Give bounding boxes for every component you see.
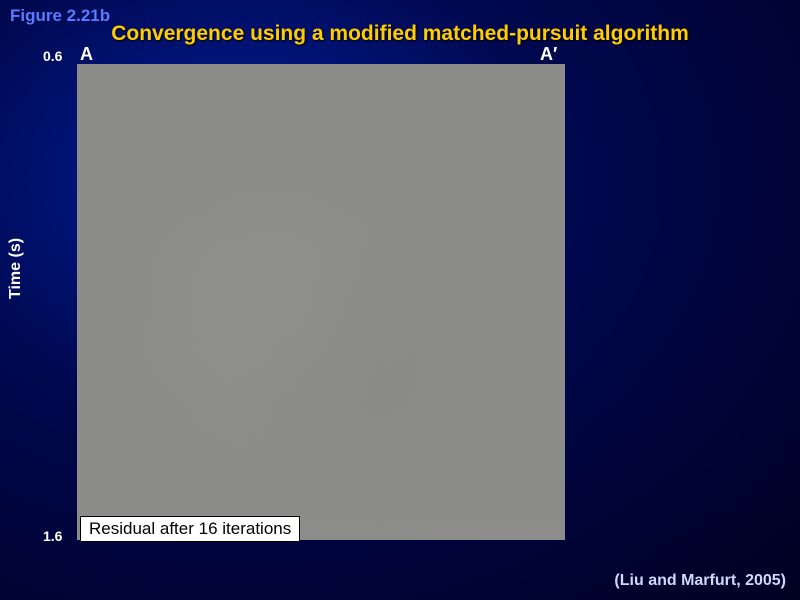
- x-end-label: A′: [540, 44, 557, 65]
- seismic-residual-image: [77, 64, 565, 540]
- x-start-label: A: [80, 44, 93, 65]
- citation: (Liu and Marfurt, 2005): [614, 572, 786, 590]
- ytick-bottom: 1.6: [43, 528, 62, 544]
- image-caption: Residual after 16 iterations: [80, 516, 300, 542]
- figure-title: Convergence using a modified matched-pur…: [0, 22, 800, 46]
- ytick-top: 0.6: [43, 48, 62, 64]
- y-axis-label: Time (s): [7, 238, 25, 299]
